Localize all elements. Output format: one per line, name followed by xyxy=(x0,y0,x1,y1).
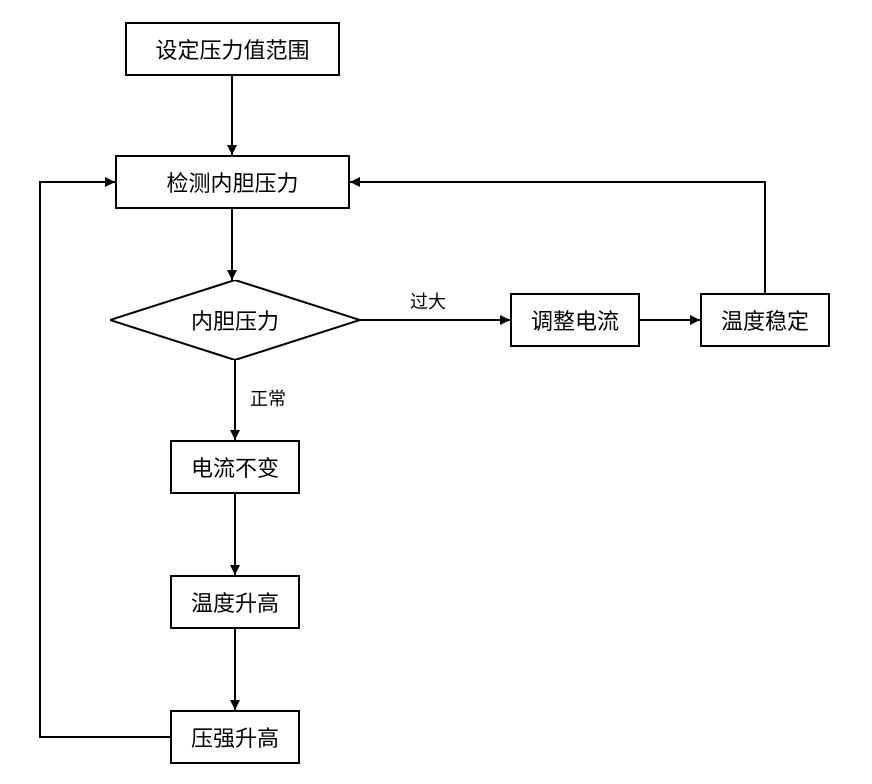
node-current-same: 电流不变 xyxy=(170,440,300,494)
node-temp-rise: 温度升高 xyxy=(170,575,300,629)
node-current-same-label: 电流不变 xyxy=(191,451,279,483)
node-adjust-current: 调整电流 xyxy=(510,293,640,347)
node-pressure-rise-label: 压强升高 xyxy=(191,721,279,753)
node-detect: 检测内胆压力 xyxy=(115,155,350,209)
node-set-range: 设定压力值范围 xyxy=(125,22,340,76)
node-temp-stable: 温度稳定 xyxy=(700,293,830,347)
edge-label-normal-text: 正常 xyxy=(250,389,286,409)
node-decision-label: 内胆压力 xyxy=(191,304,279,336)
edge-label-too-large: 过大 xyxy=(410,288,446,314)
edge-label-too-large-text: 过大 xyxy=(410,292,446,312)
node-pressure-rise: 压强升高 xyxy=(170,710,300,764)
node-adjust-current-label: 调整电流 xyxy=(531,304,619,336)
node-detect-label: 检测内胆压力 xyxy=(166,166,298,198)
flowchart-edges xyxy=(0,0,872,784)
node-temp-rise-label: 温度升高 xyxy=(191,586,279,618)
node-decision: 内胆压力 xyxy=(110,280,360,360)
node-temp-stable-label: 温度稳定 xyxy=(721,304,809,336)
node-set-range-label: 设定压力值范围 xyxy=(155,33,309,65)
edge-label-normal: 正常 xyxy=(250,385,286,411)
